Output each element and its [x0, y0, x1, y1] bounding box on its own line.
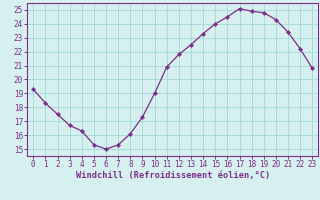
- X-axis label: Windchill (Refroidissement éolien,°C): Windchill (Refroidissement éolien,°C): [76, 171, 270, 180]
